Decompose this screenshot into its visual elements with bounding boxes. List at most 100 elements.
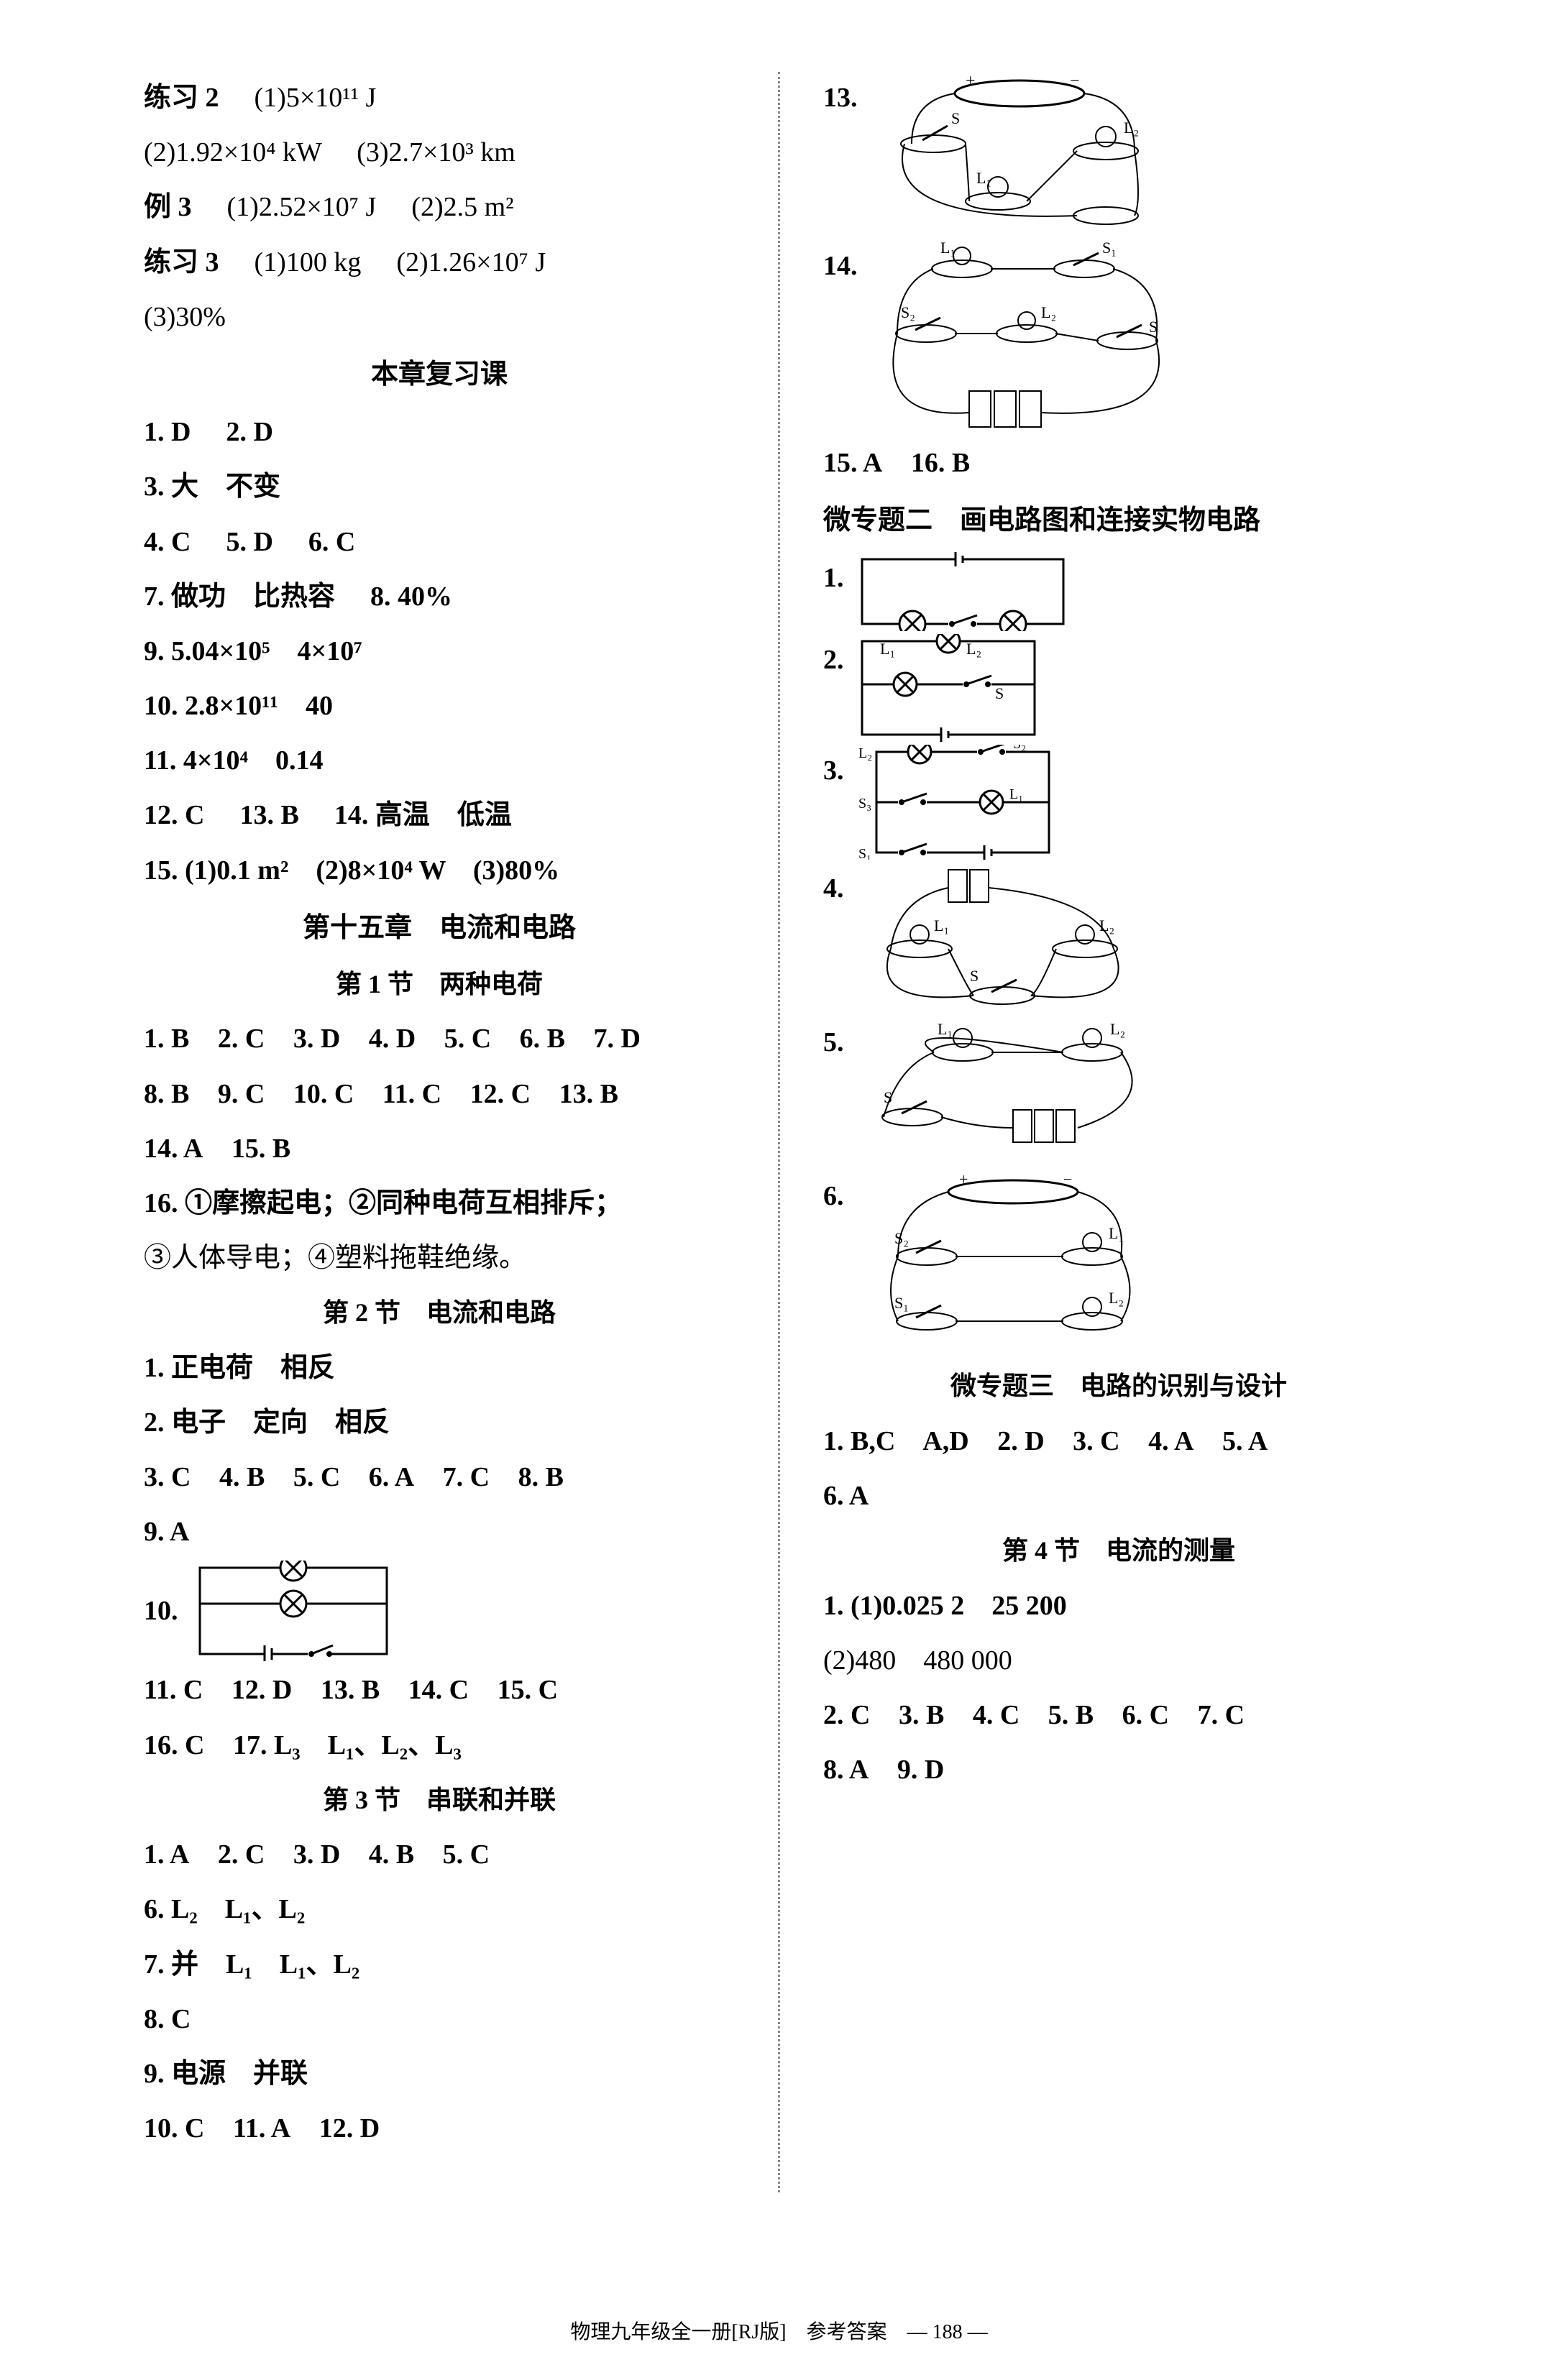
circuit-diagram-icon: L₂ S₂ S₃ L₁ S₁ — [855, 745, 1056, 860]
answer-text: 1. A — [144, 1839, 189, 1870]
answer-text: 7. 并 L₁ L₁、L₂ — [144, 1949, 359, 1980]
svg-text:L₁: L₁ — [940, 240, 956, 257]
svg-text:S: S — [951, 109, 960, 127]
svg-text:L₁: L₁ — [880, 640, 895, 658]
answer-text: 7. D — [594, 1024, 641, 1054]
answer-line: 2. 电子 定向 相反 — [144, 1397, 735, 1448]
answer-line: 16. C 17. L₃ L₁、L₂、L₃ — [144, 1719, 735, 1771]
left-column: 练习 2 (1)5×10¹¹ J (2)1.92×10⁴ kW (3)2.7×1… — [129, 72, 771, 2192]
answer-text: 4. C — [973, 1700, 1019, 1730]
page-footer: 物理九年级全一册[RJ版] 参考答案 — 188 — — [0, 2313, 1558, 2351]
answer-text: 3. D — [293, 1024, 340, 1054]
answer-text: 15. A — [823, 448, 882, 478]
answer-text: 6. A — [823, 1481, 869, 1511]
answer-text: 13. B — [239, 800, 298, 830]
answer-text: 9. C — [218, 1079, 265, 1109]
answer-line: 3. L₂ S₂ S₃ L₁ — [823, 745, 1414, 860]
answer-text: 3. D — [293, 1839, 340, 1870]
answer-text: ③人体导电；④塑料拖鞋绝缘。 — [144, 1243, 526, 1273]
answer-line: 9. A — [144, 1506, 735, 1558]
answer-line: 14. L₁ S₁ S₂ L₂ S — [823, 240, 1414, 434]
answer-text: 2. C — [218, 1839, 265, 1870]
answer-line: 4. C 5. D 6. C — [144, 516, 735, 568]
answer-line: 10. C 11. A 12. D — [144, 2103, 735, 2154]
answer-text: 8. A — [823, 1755, 869, 1785]
answer-line: 16. ①摩擦起电；②同种电荷互相排斥； — [144, 1177, 735, 1229]
answer-text: 1. B — [144, 1024, 189, 1054]
answer-line: 8. B 9. C 10. C 11. C 12. C 13. B — [144, 1068, 735, 1120]
answer-line: 7. 做功 比热容 8. 40% — [144, 571, 735, 622]
svg-text:S: S — [995, 684, 1004, 702]
answer-text: 5. A — [1222, 1426, 1268, 1456]
answer-text: 2. 电子 定向 相反 — [144, 1407, 390, 1438]
svg-text:S₁: S₁ — [1102, 240, 1117, 257]
answer-text: 2. D — [997, 1426, 1044, 1456]
answer-text: 8. 40% — [370, 582, 452, 612]
svg-text:+: + — [959, 1170, 968, 1188]
answer-text: 2. C — [823, 1700, 870, 1730]
answer-text: 6. A — [369, 1462, 414, 1492]
section-heading: 第 3 节 串联和并联 — [144, 1775, 735, 1824]
answer-line: 9. 5.04×10⁵ 4×10⁷ — [144, 625, 735, 677]
answer-line: 3. C 4. B 5. C 6. A 7. C 8. B — [144, 1451, 735, 1503]
answer-line: 练习 3 (1)100 kg (2)1.26×10⁷ J — [144, 236, 735, 288]
answer-line: 1. B,C A,D 2. D 3. C 4. A 5. A — [823, 1415, 1414, 1467]
chapter-heading: 第十五章 电流和电路 — [144, 902, 735, 954]
answer-text: 3. B — [899, 1700, 944, 1730]
answer-text: 15. C — [498, 1675, 558, 1705]
answer-text: 3. 大 不变 — [144, 472, 280, 502]
physical-circuit-icon: +− S L₂ L₁ — [869, 72, 1170, 237]
answer-line: 3. 大 不变 — [144, 461, 735, 513]
svg-text:−: − — [1063, 1170, 1072, 1188]
answer-text: 4. B — [369, 1839, 414, 1870]
answer-text: 4. B — [219, 1462, 265, 1492]
answer-text: 11. A — [233, 2113, 290, 2144]
answer-text: 14. — [823, 240, 858, 292]
circuit-diagram-icon — [193, 1561, 394, 1661]
answer-text: (2)1.92×10⁴ kW — [144, 137, 321, 167]
answer-text: 4. A — [1148, 1426, 1193, 1456]
answer-text: (1)5×10¹¹ J — [255, 83, 377, 113]
answer-text: 17. L₃ L₁、L₂、L₃ — [233, 1730, 462, 1760]
answer-text: (2)2.5 m² — [411, 192, 513, 222]
answer-text: 5. C — [444, 1024, 491, 1054]
svg-text:L₂: L₂ — [1109, 1289, 1124, 1307]
answer-line: 14. A 15. B — [144, 1123, 735, 1175]
physical-circuit-icon: L₁ L₂ S — [855, 863, 1157, 1014]
answer-line: 2. L₁ L₂ S — [823, 634, 1414, 742]
answer-line: 6. L₂ L₁、L₂ — [144, 1883, 735, 1935]
answer-text: (2)1.26×10⁷ J — [396, 247, 546, 277]
answer-text: 12. C — [144, 800, 204, 830]
answer-text: 3. — [823, 745, 844, 796]
answer-text: (2)480 480 000 — [823, 1645, 1012, 1676]
answer-line: 12. C 13. B 14. 高温 低温 — [144, 789, 735, 841]
section-heading: 第 4 节 电流的测量 — [823, 1526, 1414, 1575]
label: 例 3 — [144, 192, 192, 222]
answer-line: 1. A 2. C 3. D 4. B 5. C — [144, 1829, 735, 1880]
answer-text: 12. D — [232, 1675, 292, 1705]
answer-line: 11. 4×10⁴ 0.14 — [144, 735, 735, 786]
page-content: 练习 2 (1)5×10¹¹ J (2)1.92×10⁴ kW (3)2.7×1… — [0, 0, 1558, 2236]
section-heading: 微专题三 电路的识别与设计 — [823, 1361, 1414, 1410]
answer-line: 10. 2.8×10¹¹ 40 — [144, 680, 735, 732]
answer-line: 1. (1)0.025 2 25 200 — [823, 1580, 1414, 1632]
answer-line: 8. A 9. D — [823, 1744, 1414, 1796]
svg-text:L₁: L₁ — [934, 916, 949, 934]
svg-text:S₁: S₁ — [858, 846, 871, 860]
answer-text: (1)100 kg — [255, 247, 362, 277]
answer-line: 1. 正电荷 相反 — [144, 1342, 735, 1394]
label: 练习 3 — [144, 247, 219, 277]
answer-text: 7. C — [1198, 1700, 1245, 1730]
svg-text:L₂: L₂ — [1099, 916, 1114, 934]
answer-line: 练习 2 (1)5×10¹¹ J — [144, 72, 735, 124]
answer-text: 10. 2.8×10¹¹ 40 — [144, 691, 333, 721]
answer-text: 10. C — [144, 2113, 204, 2144]
svg-text:L₁: L₁ — [976, 169, 991, 187]
section-heading: 第 2 节 电流和电路 — [144, 1288, 735, 1337]
answer-text: 1. (1)0.025 2 25 200 — [823, 1591, 1067, 1621]
answer-text: 9. A — [144, 1517, 189, 1547]
answer-line: 2. C 3. B 4. C 5. B 6. C 7. C — [823, 1689, 1414, 1741]
answer-line: 4. L₁ L₂ S — [823, 863, 1414, 1014]
answer-line: 8. C — [144, 1993, 735, 2045]
answer-text: 1. B,C A,D — [823, 1426, 969, 1456]
